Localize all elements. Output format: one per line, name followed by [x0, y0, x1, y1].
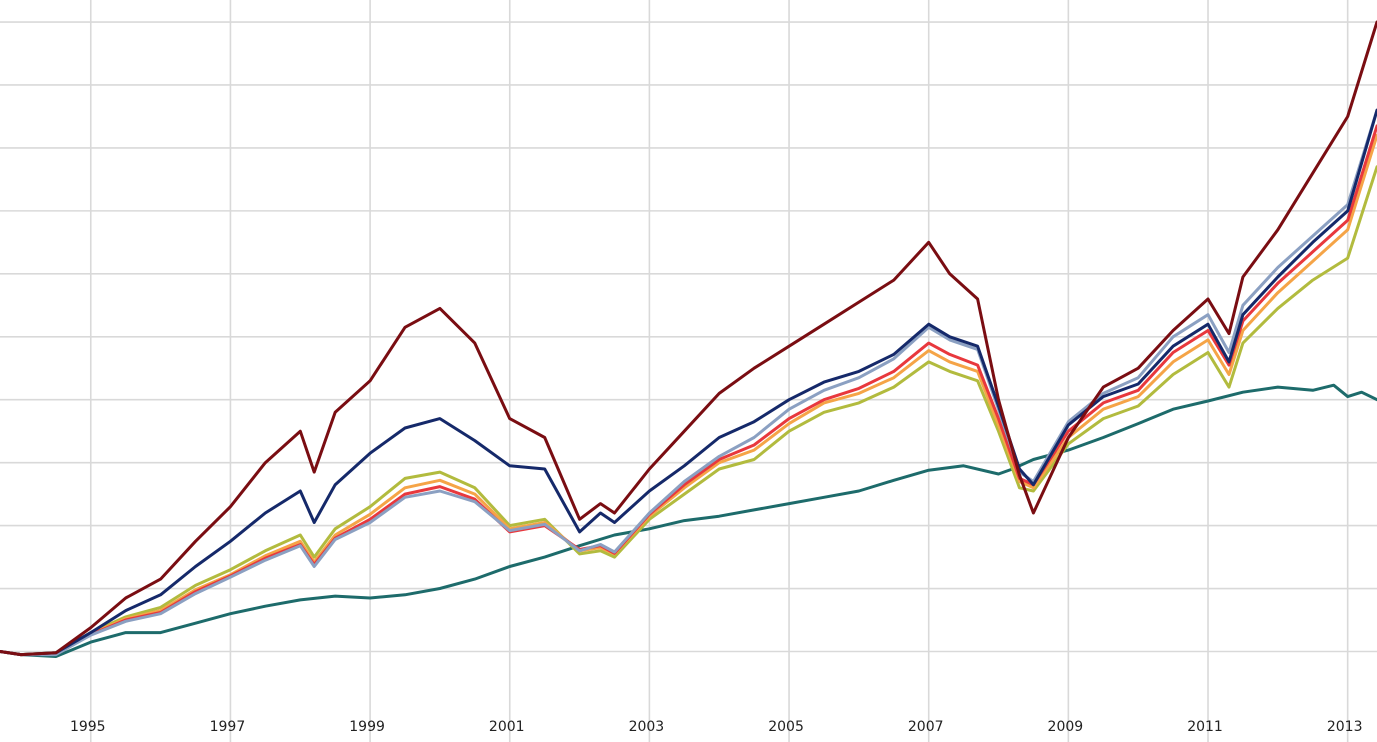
x-tick-label: 2009 [1048, 719, 1084, 735]
series-line-4 [0, 124, 1377, 657]
x-tick-label: 2011 [1187, 719, 1223, 735]
x-tick-label: 2007 [908, 719, 944, 735]
series-line-7 [0, 20, 1377, 657]
x-tick-label: 1995 [70, 719, 106, 735]
x-tick-label: 1997 [210, 719, 246, 735]
series-layer [0, 20, 1377, 658]
x-tick-label: 2013 [1327, 719, 1363, 735]
series-line-2 [0, 165, 1377, 657]
x-axis-ticks: 1995 1997 1999 2001 2003 2005 2007 2009 2011 2013 [70, 719, 1363, 735]
x-tick-label: 2001 [489, 719, 525, 735]
x-tick-label: 2003 [629, 719, 665, 735]
x-tick-label: 2005 [768, 719, 804, 735]
series-line-6 [0, 108, 1377, 657]
x-tick-label: 1999 [349, 719, 385, 735]
series-line-5 [0, 108, 1377, 657]
series-line-3 [0, 133, 1377, 657]
series-line-1 [0, 383, 1377, 658]
